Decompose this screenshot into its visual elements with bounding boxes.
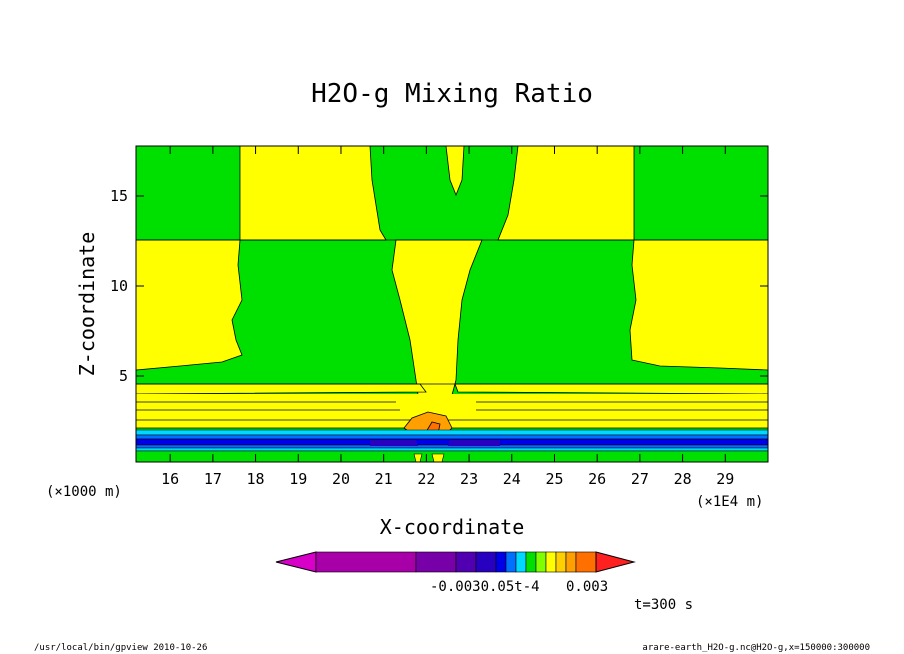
- x-tick-label: 29: [716, 470, 734, 488]
- contour-yellow-top-center: [239, 145, 387, 241]
- x-tick-label: 26: [588, 470, 606, 488]
- colorbar-arrow-right: [595, 551, 636, 573]
- contour-darkblue-right: [448, 440, 500, 446]
- y-axis-label: Z-coordinate: [75, 232, 99, 377]
- contour-yellow-top-right: [497, 145, 635, 241]
- contour-yellow-bottom-right: [431, 453, 445, 463]
- colorbar-swatch: [455, 551, 477, 573]
- colorbar-swatch: [415, 551, 457, 573]
- y-axis: 15 10 5 Z-coordinate: [75, 187, 768, 385]
- x-unit-left: (×1000 m): [46, 484, 122, 500]
- x-tick-label: 17: [204, 470, 222, 488]
- colorbar-swatch: [535, 551, 547, 573]
- colorbar-swatch: [545, 551, 557, 573]
- colorbar-label-text: -0.0030.05t-4: [430, 579, 540, 595]
- colorbar: [275, 551, 636, 573]
- footer-left: /usr/local/bin/gpview 2010-10-26: [34, 643, 207, 653]
- colorbar-swatch: [315, 551, 417, 573]
- time-label: t=300 s: [634, 597, 693, 613]
- contour-yellow-right: [629, 239, 769, 371]
- x-tick-label: 18: [247, 470, 265, 488]
- x-tick-label: 20: [332, 470, 350, 488]
- contour-yellow-left: [135, 239, 243, 371]
- colorbar-arrow-left: [275, 551, 317, 573]
- x-tick-label: 24: [503, 470, 521, 488]
- y-tick-label: 5: [119, 367, 128, 385]
- x-axis-label: X-coordinate: [380, 515, 525, 539]
- x-tick-label: 25: [545, 470, 563, 488]
- colorbar-swatch: [555, 551, 567, 573]
- x-tick-label: 19: [289, 470, 307, 488]
- colorbar-swatch: [575, 551, 597, 573]
- x-tick-label: 22: [417, 470, 435, 488]
- contour-cyan-layer: [135, 429, 769, 436]
- chart-title: H2O-g Mixing Ratio: [311, 79, 593, 109]
- contour-yellow-band-1: [135, 383, 427, 395]
- x-tick-label: 23: [460, 470, 478, 488]
- x-tick-label: 16: [161, 470, 179, 488]
- y-tick-label: 15: [110, 187, 128, 205]
- x-tick-label: 21: [375, 470, 393, 488]
- plot-frame: [135, 145, 769, 463]
- contour-lightblue-layer: [135, 434, 769, 440]
- colorbar-swatch: [525, 551, 537, 573]
- colorbar-swatch: [475, 551, 497, 573]
- colorbar-swatch: [515, 551, 527, 573]
- contour-yellow-band-1b: [454, 383, 769, 395]
- x-tick-label: 27: [631, 470, 649, 488]
- colorbar-swatch: [565, 551, 577, 573]
- footer-right: arare-earth_H2O-g.nc@H2O-g,x=150000:3000…: [642, 643, 870, 653]
- contour-cyan-layer-2: [135, 447, 769, 452]
- x-unit-right: (×1E4 m): [696, 494, 763, 510]
- x-tick-label: 28: [674, 470, 692, 488]
- contour-darkblue-left: [370, 440, 418, 446]
- contour-green-bottom: [135, 450, 769, 463]
- y-tick-label: 10: [110, 277, 128, 295]
- x-axis: 16 17 18 19 20 21 22 23 24 25 26 27 28 29: [161, 146, 734, 488]
- contour-yellow-band-2: [136, 394, 768, 428]
- plot-area: [135, 145, 769, 463]
- colorbar-label-value: 0.003: [566, 579, 608, 595]
- colorbar-swatch: [495, 551, 507, 573]
- colorbar-swatch: [505, 551, 517, 573]
